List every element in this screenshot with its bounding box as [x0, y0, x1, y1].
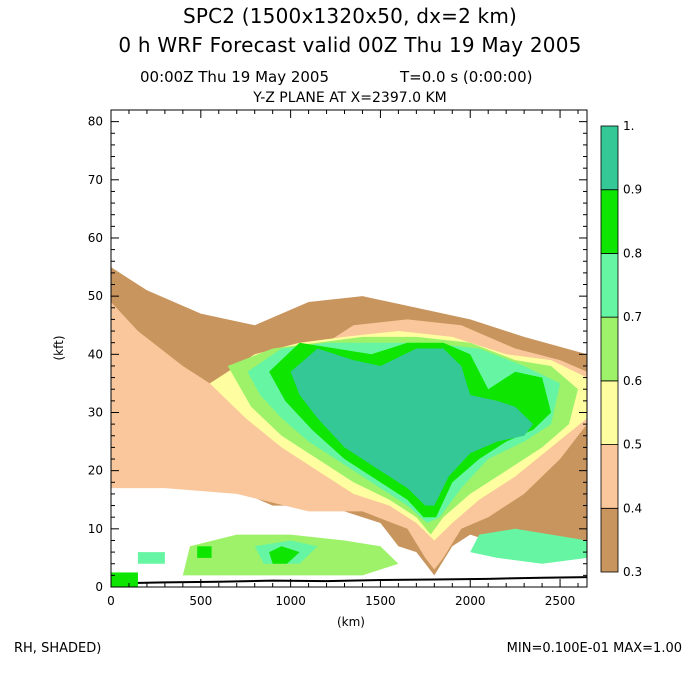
rh-contour-regions	[111, 267, 587, 587]
colorbar-segment	[600, 189, 619, 254]
y-tick-label: 30	[88, 405, 103, 419]
terrain-line	[111, 576, 587, 585]
colorbar-segment	[600, 444, 619, 509]
y-axis-label: (kft)	[52, 335, 66, 360]
colorbar-label: 0.8	[623, 246, 642, 260]
rh-region-10	[137, 552, 165, 564]
colorbar-segment	[600, 125, 619, 191]
x-tick-label: 1000	[275, 594, 306, 608]
colorbar-segment	[600, 507, 619, 573]
rh-region-6	[290, 348, 534, 506]
y-tick-label: 70	[88, 173, 103, 187]
plot-frame	[110, 109, 588, 588]
rh-region-11	[197, 546, 212, 558]
footer-min-max: MIN=0.100E-01 MAX=1.00	[506, 641, 682, 656]
colorbar-segment	[600, 316, 619, 382]
colorbar-label: 0.4	[623, 501, 642, 515]
plot-axes: 0 500 1000 1500 2000 2500 0 10 20 30 40 50 60 70 80	[88, 109, 588, 608]
y-tick-label: 20	[88, 464, 103, 478]
x-tick-label: 500	[189, 594, 212, 608]
plane-label: Y-Z PLANE AT X=2397.0 KM	[253, 90, 447, 106]
title-line-1: SPC2 (1500x1320x50, dx=2 km)	[182, 4, 518, 28]
colorbar: 1. 0.9 0.8 0.7 0.6 0.5 0.4 0.3	[600, 119, 642, 579]
rh-region-9	[269, 546, 300, 564]
x-tick-label: 2500	[545, 594, 576, 608]
y-tick-label: 50	[88, 289, 103, 303]
x-tick-label: 0	[107, 594, 115, 608]
x-axis-label: (km)	[337, 615, 365, 629]
colorbar-label: 0.5	[623, 438, 642, 452]
y-tick-label: 80	[88, 115, 103, 129]
y-tick-label: 60	[88, 231, 103, 245]
surface-rh-patch	[111, 572, 138, 587]
footer-field-label: RH, SHADED)	[14, 641, 102, 656]
timer-label: T=0.0 s (0:00:00)	[400, 68, 533, 86]
colorbar-segment	[600, 380, 619, 445]
title-line-2: 0 h WRF Forecast valid 00Z Thu 19 May 20…	[118, 33, 582, 57]
colorbar-label: 0.7	[623, 310, 642, 324]
colorbar-label: 1.	[623, 119, 634, 133]
y-tick-label: 40	[88, 347, 103, 361]
rh-region-12	[470, 528, 587, 564]
x-tick-label: 2000	[455, 594, 486, 608]
colorbar-label: 0.6	[623, 374, 642, 388]
time-label: 00:00Z Thu 19 May 2005	[140, 68, 330, 86]
colorbar-label: 0.3	[623, 565, 642, 579]
y-tick-label: 0	[95, 580, 103, 594]
colorbar-segment	[600, 253, 619, 318]
colorbar-label: 0.9	[623, 183, 642, 197]
y-tick-label: 10	[88, 522, 103, 536]
x-tick-label: 1500	[365, 594, 396, 608]
